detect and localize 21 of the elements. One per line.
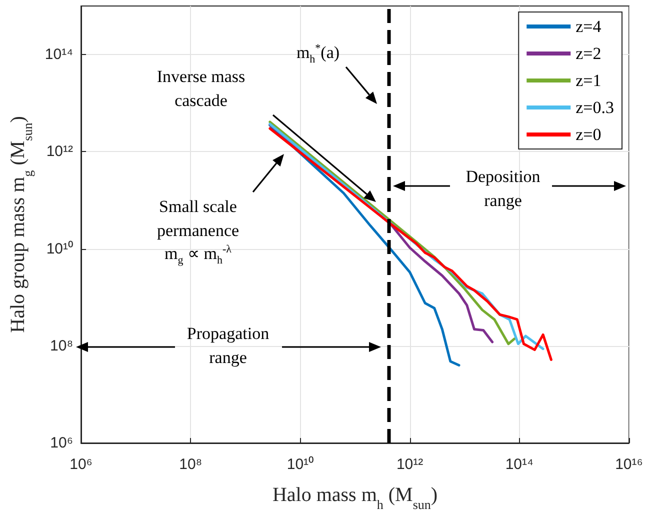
y-tick-label: 10¹⁰ bbox=[46, 240, 74, 258]
x-tick-label: 10⁸ bbox=[179, 456, 202, 473]
legend-label: z=4 bbox=[576, 17, 602, 36]
x-tick-label: 10¹⁰ bbox=[286, 456, 314, 473]
annotation: Deposition range bbox=[464, 166, 542, 212]
y-axis-title: Halo group mass mg (Msun) bbox=[7, 116, 35, 333]
y-tick-label: 10⁸ bbox=[50, 337, 74, 354]
x-tick-label: 10¹² bbox=[396, 456, 424, 473]
y-tick-label: 10¹⁴ bbox=[44, 46, 74, 64]
legend-label: z=0 bbox=[576, 125, 602, 144]
legend-label: z=0.3 bbox=[576, 98, 614, 117]
annotation: Propagation range bbox=[186, 323, 270, 369]
x-tick-label: 10⁶ bbox=[70, 456, 92, 473]
legend-label: z=2 bbox=[576, 44, 602, 63]
x-tick-label: 10¹⁴ bbox=[505, 456, 534, 473]
annotation: Inverse mass cascade bbox=[156, 66, 246, 112]
legend-label: z=1 bbox=[576, 71, 602, 90]
annotation: m$_{h}$$^{*}$(a) bbox=[295, 41, 341, 68]
y-tick-label: 10¹² bbox=[46, 143, 74, 160]
y-tick-label: 10⁶ bbox=[50, 434, 74, 452]
x-tick-label: 10¹⁶ bbox=[615, 456, 643, 473]
